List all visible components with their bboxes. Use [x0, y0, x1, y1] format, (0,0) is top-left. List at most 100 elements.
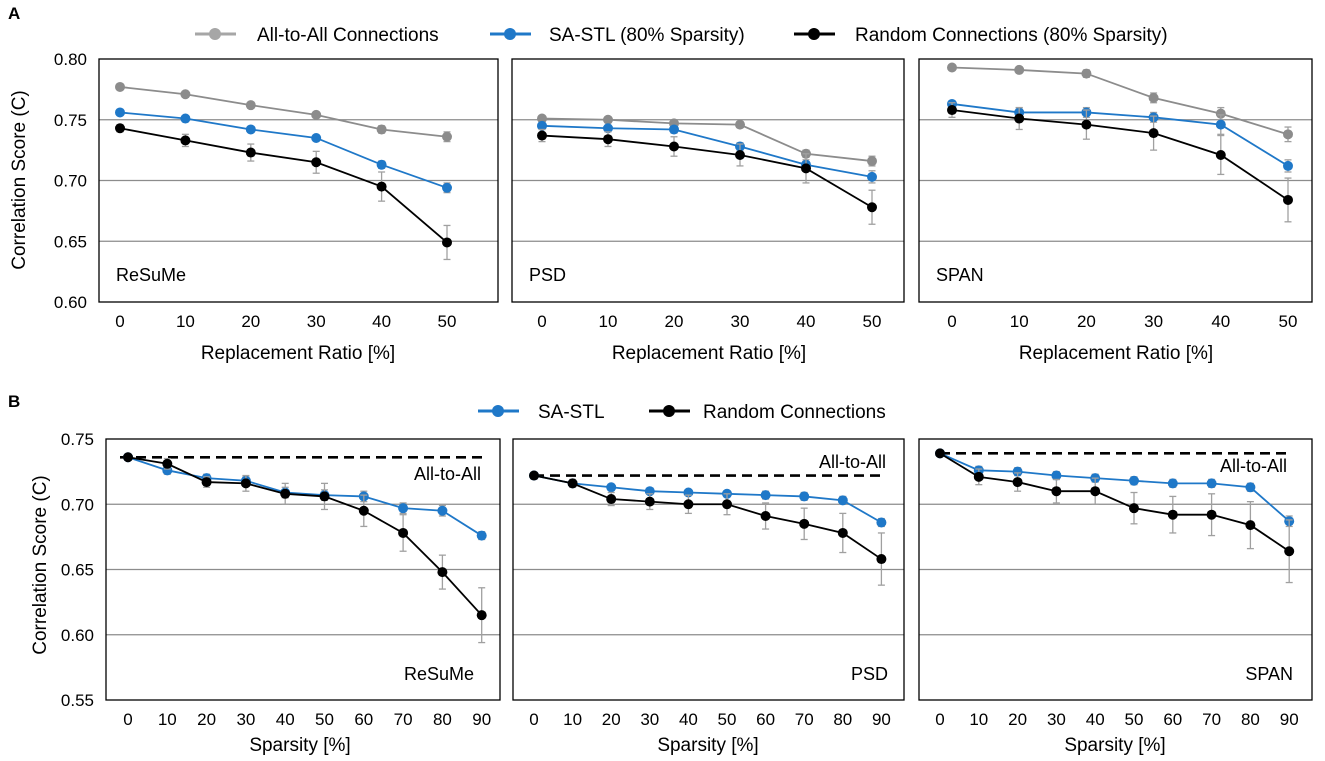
data-point-sa-stl [311, 132, 322, 143]
x-tick-label: 80 [1241, 710, 1260, 729]
data-point-random [180, 135, 191, 146]
series-line-random [951, 109, 1289, 201]
data-point-random [115, 123, 125, 134]
plot-frame [918, 58, 1313, 303]
plot-frame [918, 438, 1313, 701]
y-tick-label: 0.60 [61, 626, 94, 645]
series-random [529, 470, 887, 586]
x-axis-label: Replacement Ratio [%] [201, 343, 395, 364]
x-tick-label: 30 [236, 710, 255, 729]
x-tick-label: 40 [1086, 710, 1105, 729]
y-tick-label: 0.60 [54, 293, 87, 312]
y-axis-label: Correlation Score (C) [9, 90, 30, 270]
panel-label-a: A [8, 4, 20, 23]
method-label: PSD [851, 664, 888, 684]
data-point-sa-stl [1167, 478, 1178, 489]
x-tick-label: 10 [158, 710, 177, 729]
data-point-random [1014, 113, 1025, 124]
data-point-random [162, 458, 173, 469]
data-point-random [735, 149, 745, 160]
data-point-sa-stl [376, 159, 387, 170]
reference-label: All-to-All [819, 452, 886, 472]
x-tick-label: 10 [1010, 312, 1029, 331]
x-tick-label: 70 [795, 710, 814, 729]
series-random [537, 128, 877, 225]
data-point-random [437, 567, 448, 578]
y-tick-label: 0.75 [61, 430, 94, 449]
data-point-sa-stl [867, 171, 877, 182]
x-tick-label: 40 [276, 710, 295, 729]
data-point-sa-stl [398, 503, 409, 514]
data-point-random [1206, 509, 1217, 520]
data-point-random [606, 494, 617, 505]
data-point-random [801, 163, 811, 174]
data-point-all-to-all [947, 62, 957, 73]
data-point-random [1129, 503, 1139, 514]
legend-all-to-all-label: All-to-All Connections [257, 25, 439, 46]
x-tick-label: 80 [833, 710, 852, 729]
data-point-random [1090, 486, 1101, 497]
x-tick-label: 50 [315, 710, 334, 729]
data-point-sa-stl [245, 124, 256, 135]
charts: 0.60 0.65 0.70 0.75 0.80 0 10 20 30 40 50 Replaceme… [9, 50, 1313, 756]
x-tick-label: 50 [438, 312, 457, 331]
data-point-random [1081, 119, 1092, 130]
data-point-random [683, 499, 694, 510]
data-point-random [567, 478, 578, 489]
y-tick-label: 0.75 [54, 111, 87, 130]
data-point-random [1051, 486, 1062, 497]
data-point-random [280, 488, 291, 499]
data-point-random [669, 141, 679, 152]
data-point-sa-stl [837, 495, 848, 506]
method-label: SPAN [936, 265, 984, 285]
x-tick-label: 30 [640, 710, 659, 729]
series-line-all-to-all [951, 66, 1289, 136]
data-point-all-to-all [376, 124, 387, 135]
chart-a-resume: 0.60 0.65 0.70 0.75 0.80 0 10 20 30 40 50 Replaceme… [9, 50, 499, 364]
method-label: ReSuMe [404, 664, 474, 684]
data-point-random [935, 448, 945, 459]
series-line-sa-stl [533, 474, 882, 524]
data-point-all-to-all [1283, 129, 1293, 140]
series-random [123, 452, 487, 644]
data-point-random [1245, 520, 1256, 531]
series-all-to-all [115, 81, 452, 143]
data-point-random [1148, 128, 1159, 139]
series-line-random [939, 452, 1290, 552]
data-point-random [947, 105, 957, 116]
x-tick-label: 0 [947, 312, 956, 331]
x-tick-label: 50 [718, 710, 737, 729]
series-random [947, 102, 1293, 223]
data-point-sa-stl [760, 490, 771, 501]
x-axis-label: Sparsity [%] [1064, 735, 1165, 756]
series-line-sa-stl [939, 452, 1290, 522]
x-tick-label: 40 [372, 312, 391, 331]
x-tick-label: 90 [1280, 710, 1299, 729]
data-point-random [722, 499, 732, 510]
x-tick-label: 70 [394, 710, 413, 729]
x-tick-label: 20 [602, 710, 621, 729]
x-tick-label: 40 [1211, 312, 1230, 331]
data-point-random [1284, 546, 1295, 557]
series-random [935, 448, 1295, 584]
x-tick-label: 0 [123, 710, 132, 729]
data-point-random [1012, 477, 1023, 488]
reference-label: All-to-All [414, 464, 481, 484]
data-point-random [311, 157, 322, 168]
x-tick-label: 60 [756, 710, 775, 729]
series-line-sa-stl [127, 456, 483, 537]
data-point-sa-stl [1051, 470, 1062, 481]
reference-label: All-to-All [1220, 456, 1287, 476]
data-point-random [837, 527, 848, 538]
data-point-sa-stl [799, 491, 810, 502]
x-tick-label: 0 [935, 710, 944, 729]
data-point-random [867, 202, 877, 213]
plot-frame [98, 58, 499, 303]
chart-a-span: 0 10 20 30 40 50 Replacement Ratio [%] SPAN [918, 58, 1313, 364]
legend-b-sa-stl-label: SA-STL [538, 402, 605, 423]
data-point-sa-stl [1129, 475, 1139, 486]
chart-a-psd: 0 10 20 30 40 50 Replacement Ratio [%] PSD [511, 58, 905, 364]
plot-frame [512, 438, 905, 701]
data-point-random [476, 610, 487, 621]
x-tick-label: 10 [969, 710, 988, 729]
